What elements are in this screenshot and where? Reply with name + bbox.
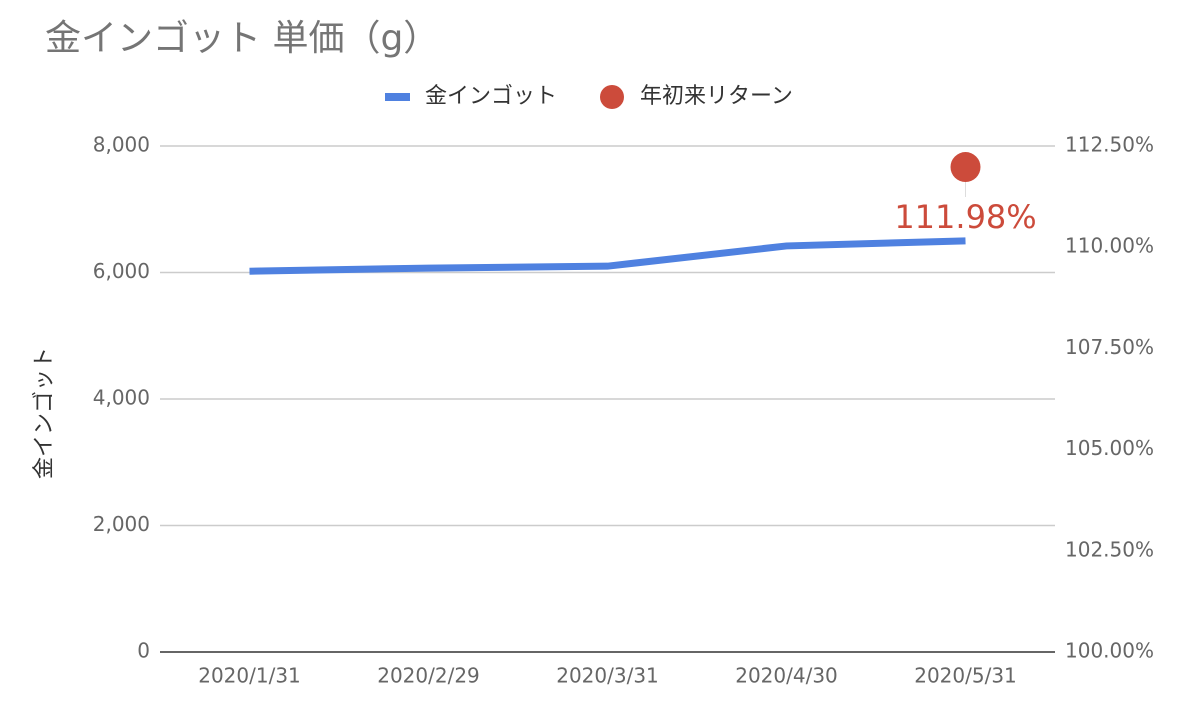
x-tick-label: 2020/1/31 (198, 664, 301, 688)
data-line (249, 237, 966, 275)
y-tick-label: 0 (137, 639, 150, 663)
y-tick-label: 8,000 (93, 133, 150, 157)
data-point (950, 152, 981, 183)
legend-swatch (600, 85, 624, 109)
y2-tick-label: 100.00% (1065, 639, 1154, 663)
x-tick-label: 2020/2/29 (377, 664, 480, 688)
y2-tick-label: 112.50% (1065, 133, 1154, 157)
y2-tick-label: 107.50% (1065, 335, 1154, 359)
x-tick-label: 2020/5/31 (914, 664, 1017, 688)
y2-tick-label: 110.00% (1065, 234, 1154, 258)
data-label: 111.98% (894, 198, 1036, 236)
x-tick-label: 2020/3/31 (556, 664, 659, 688)
x-tick-label: 2020/4/30 (735, 664, 838, 688)
y-axis-label: 金インゴット (32, 347, 57, 479)
legend-swatch (385, 93, 410, 101)
y2-tick-label: 105.00% (1065, 436, 1154, 460)
y-tick-label: 2,000 (93, 512, 150, 536)
legend-label: 年初来リターン (640, 84, 793, 109)
chart-title: 金インゴット 単価（g） (45, 18, 439, 59)
y-tick-label: 6,000 (93, 259, 150, 283)
y-tick-label: 4,000 (93, 386, 150, 410)
legend-label: 金インゴット (425, 84, 557, 109)
y2-tick-label: 102.50% (1065, 537, 1154, 561)
